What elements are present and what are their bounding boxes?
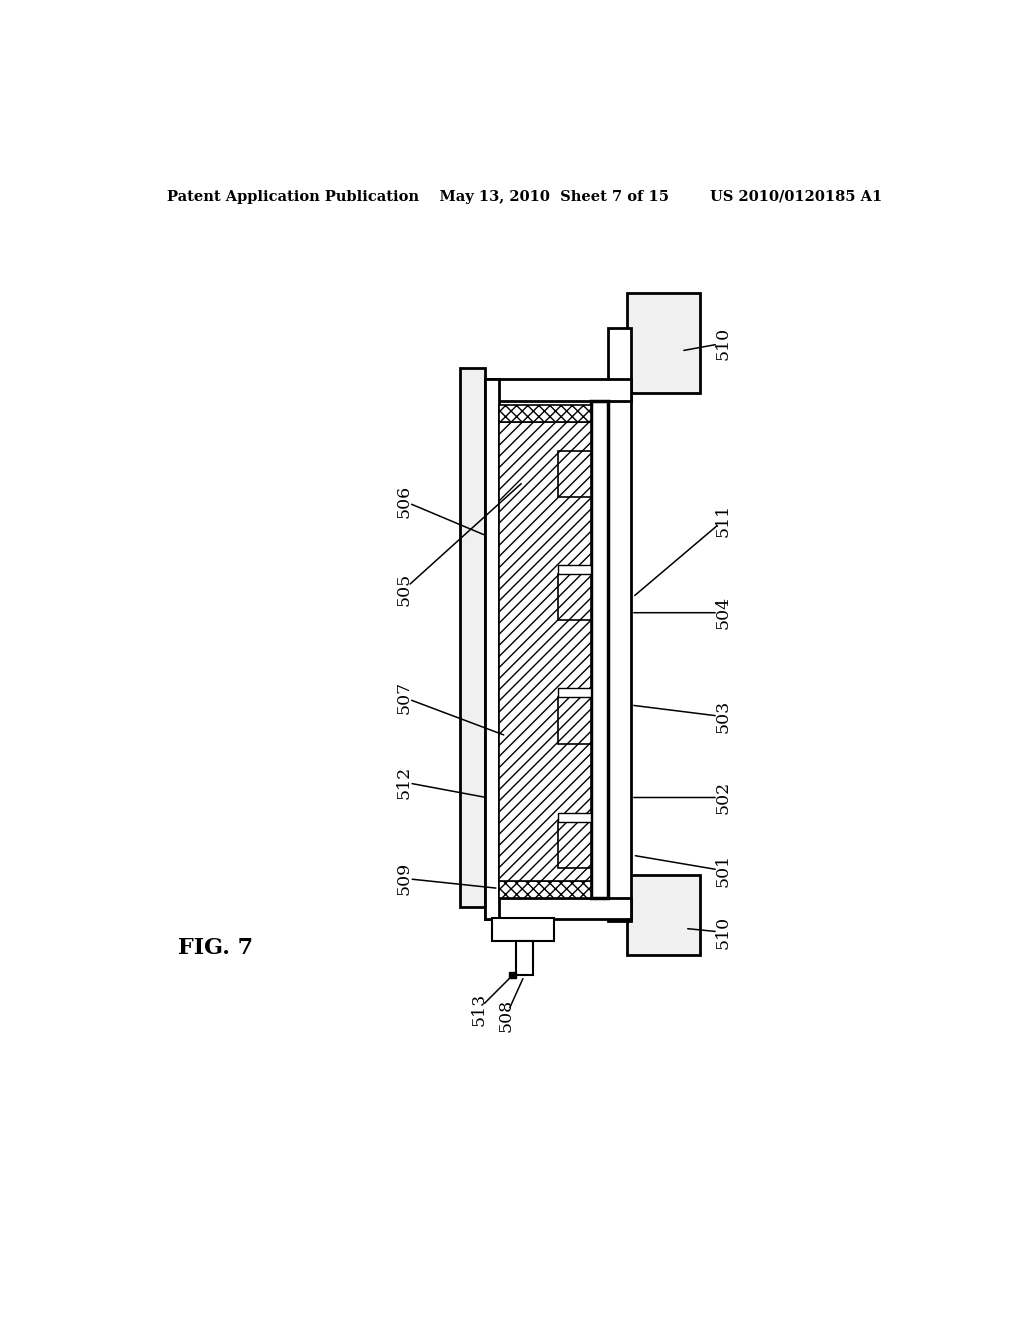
Text: Patent Application Publication    May 13, 2010  Sheet 7 of 15        US 2010/012: Patent Application Publication May 13, 2…	[167, 190, 883, 203]
Bar	[591, 401, 608, 898]
Bar	[515, 941, 532, 974]
Text: 501: 501	[715, 854, 732, 887]
Text: 505: 505	[395, 573, 413, 606]
Bar	[558, 813, 591, 822]
Bar	[499, 880, 591, 898]
Text: 507: 507	[395, 681, 413, 714]
Text: 509: 509	[395, 862, 413, 895]
Bar	[628, 293, 700, 393]
Text: 508: 508	[498, 999, 515, 1032]
Bar	[484, 379, 631, 401]
Bar	[460, 368, 484, 907]
Bar	[608, 327, 631, 921]
Bar	[499, 405, 591, 422]
Bar	[499, 422, 591, 880]
Bar	[484, 898, 631, 919]
Text: 510: 510	[715, 916, 732, 949]
Bar	[484, 379, 499, 919]
Bar	[509, 973, 515, 978]
Text: 510: 510	[715, 326, 732, 360]
Bar	[558, 574, 591, 620]
Bar	[558, 688, 591, 697]
Bar	[493, 919, 554, 941]
Text: 513: 513	[470, 993, 487, 1026]
Text: 511: 511	[715, 504, 732, 537]
Bar	[558, 451, 591, 498]
Text: 512: 512	[395, 766, 413, 799]
Text: 503: 503	[715, 700, 732, 734]
Bar	[558, 565, 591, 574]
Text: 506: 506	[395, 484, 413, 517]
Bar	[628, 874, 700, 956]
Text: 504: 504	[715, 597, 732, 630]
Bar	[558, 822, 591, 869]
Text: 502: 502	[715, 781, 732, 814]
Text: FIG. 7: FIG. 7	[178, 937, 253, 958]
Bar	[558, 697, 591, 743]
